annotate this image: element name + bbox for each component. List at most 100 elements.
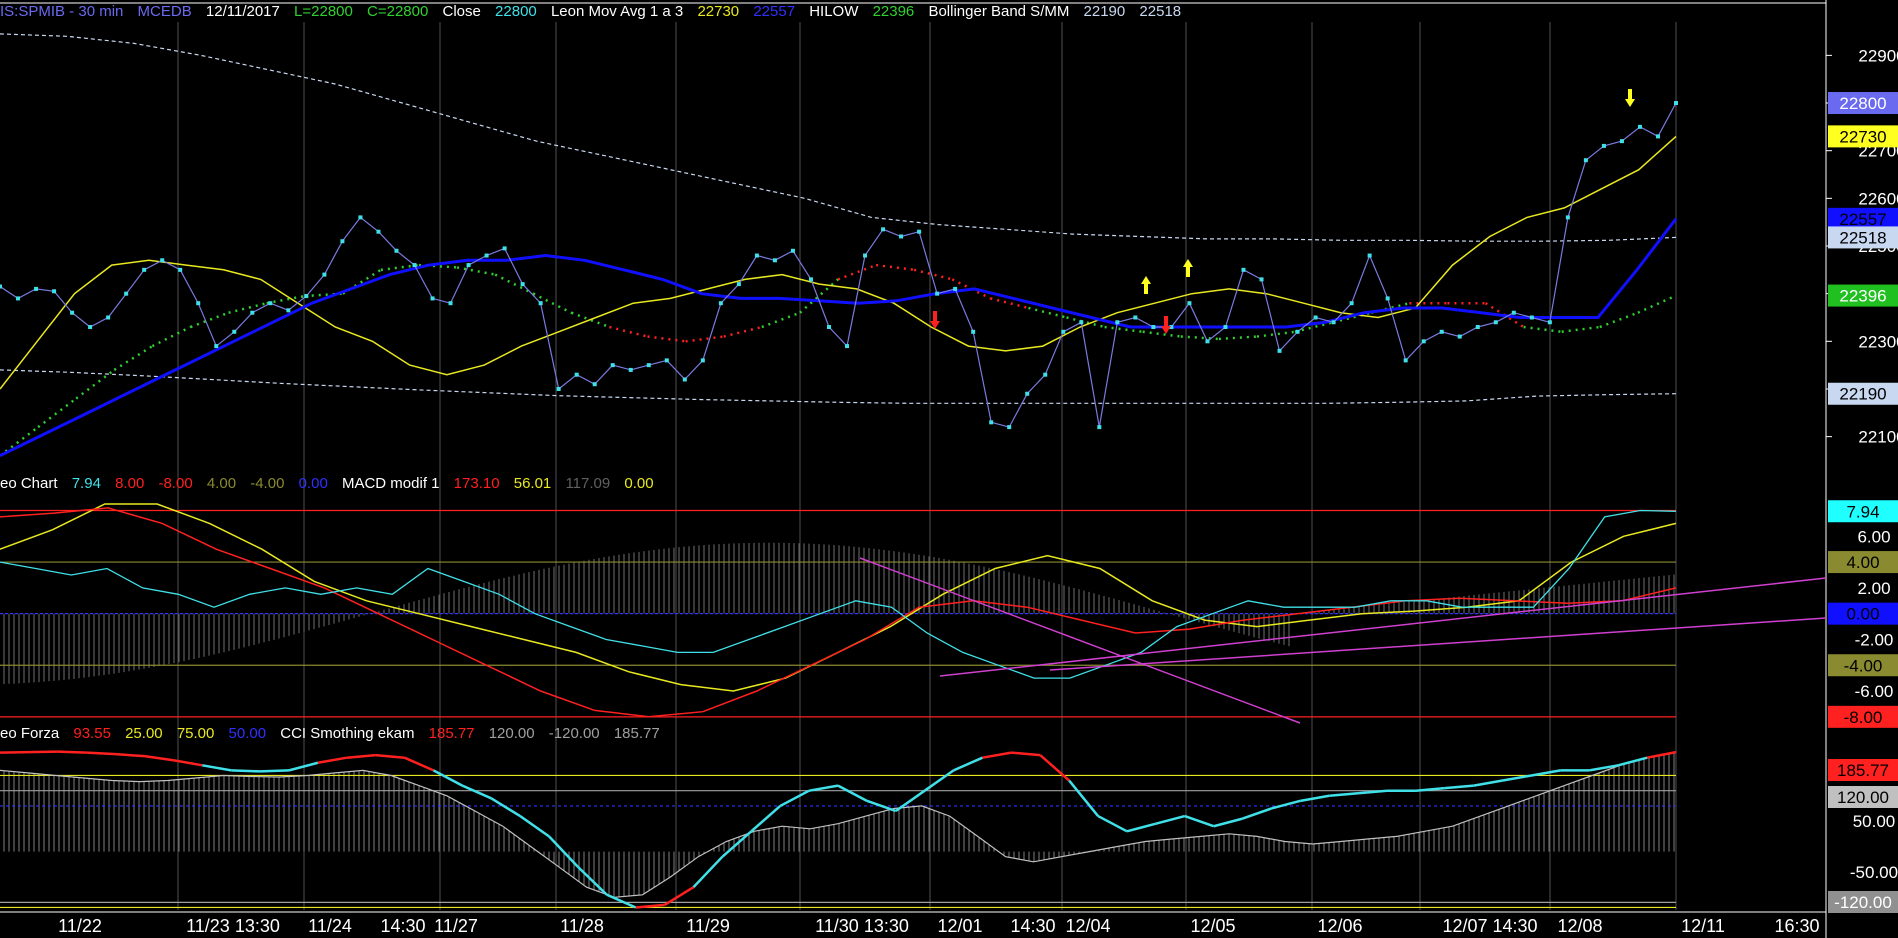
- close-point: [466, 263, 471, 268]
- close-point: [899, 234, 904, 239]
- hilow-dotted-segment: [913, 268, 953, 281]
- close-point: [1601, 143, 1606, 148]
- close-point: [1655, 134, 1660, 139]
- close-point: [917, 229, 922, 234]
- leo-forza-segment: [1097, 814, 1128, 833]
- leo-forza-segment: [1039, 754, 1070, 782]
- leo-forza-segment: [1358, 789, 1388, 795]
- hilow-dotted-segment: [875, 263, 915, 272]
- leon-name: Leon Mov Avg 1 a 3: [550, 3, 684, 20]
- price-badge-label: 22800: [1839, 94, 1886, 113]
- hilow-dotted-segment: [113, 345, 154, 371]
- hilow-dotted-segment: [1599, 311, 1639, 329]
- macd-badge: [1828, 500, 1898, 523]
- close-point: [953, 286, 958, 291]
- close-point: [863, 253, 868, 258]
- leo-forza-segment: [895, 789, 926, 813]
- close-point: [1421, 339, 1426, 344]
- close-word: Close: [442, 3, 481, 20]
- close-point: [1331, 320, 1336, 325]
- x-axis-label: 14:30: [380, 916, 425, 936]
- close-point: [106, 315, 111, 320]
- leo-forza-segment: [57, 750, 87, 754]
- macd-badge: [1828, 705, 1898, 728]
- macd-tick-label: 6.00: [1857, 527, 1890, 546]
- leo-forza-segment: [750, 804, 782, 833]
- leo-forza-segment: [86, 751, 116, 756]
- leo-forza-segment: [808, 784, 839, 792]
- bollinger-upper-line: [0, 33, 1677, 242]
- close-point: [376, 229, 381, 234]
- source-label: MCEDB: [137, 3, 192, 20]
- close-point: [664, 358, 669, 363]
- cci-badge: [1828, 786, 1898, 808]
- close-point: [1349, 301, 1354, 306]
- trendline-down: [859, 557, 1301, 724]
- close-point: [430, 296, 435, 301]
- close-point: [556, 386, 561, 391]
- x-axis-label: 11/24: [308, 916, 352, 936]
- close-point: [1457, 334, 1462, 339]
- bollinger-name: Bollinger Band S/MM: [928, 3, 1070, 20]
- low-label: L=22800: [294, 3, 353, 20]
- leo-forza-segment: [317, 756, 347, 765]
- leon-value-2: 22557: [753, 3, 796, 20]
- leo-forza-segment: [1126, 822, 1157, 833]
- price-panel-header: IS:SPMIB - 30 min MCEDB 12/11/2017 L=228…: [0, 2, 1191, 22]
- hilow-dotted-segment: [456, 266, 496, 276]
- close-point: [196, 301, 201, 306]
- price-tick-label: 22600: [1858, 189, 1898, 208]
- close-value: 22800: [495, 3, 537, 20]
- close-point: [250, 310, 255, 315]
- leo-forza-value-3: 75.00: [176, 725, 215, 742]
- leo-forza-segment: [1155, 814, 1186, 825]
- hilow-dotted-segment: [723, 325, 763, 338]
- leo-forza-segment: [202, 764, 232, 772]
- cci-badge: [1828, 759, 1898, 781]
- leo-forza-segment: [606, 893, 637, 909]
- hilow-dotted-segment: [75, 368, 116, 400]
- x-axis-label: 12/06: [1317, 916, 1362, 936]
- x-axis-label: 12/11: [1681, 916, 1725, 936]
- x-axis-label: 11/27: [434, 916, 478, 936]
- close-point: [1043, 372, 1048, 377]
- leo-forza-segment: [231, 769, 261, 773]
- close-point: [682, 377, 687, 382]
- close-point: [484, 253, 489, 258]
- hilow-dotted-segment: [1637, 294, 1677, 314]
- close-point: [1025, 391, 1030, 396]
- leo-forza-segment: [635, 903, 665, 909]
- leo-forza-segment: [404, 756, 434, 772]
- hilow-dotted-segment: [151, 325, 192, 348]
- macd-value-4: 0.00: [624, 475, 654, 492]
- close-point: [935, 291, 940, 296]
- up-arrow-icon: [1141, 276, 1151, 294]
- close-point: [1511, 310, 1516, 315]
- cci-badge-label: 185.77: [1837, 761, 1889, 780]
- leo-chart-value-5: -4.00: [250, 475, 285, 492]
- close-point: [1259, 277, 1264, 282]
- leo-forza-value-4: 50.00: [228, 725, 267, 742]
- price-tick-label: 22100: [1858, 428, 1898, 447]
- leo-chart-line: [0, 509, 1677, 679]
- close-point: [448, 301, 453, 306]
- cci-smoothing-line: [0, 752, 1677, 898]
- hilow-dotted-segment: [761, 311, 801, 329]
- leo-forza-segment: [519, 815, 550, 838]
- close-point: [1187, 301, 1192, 306]
- bollinger-value-2: 22518: [1139, 3, 1182, 20]
- macd-name: MACD modif 1: [341, 475, 440, 492]
- leo-forza-segment: [837, 784, 868, 802]
- cci-badge-label: -120.00: [1834, 893, 1892, 912]
- leo-forza-segment: [346, 753, 376, 759]
- x-axis-label: 11/23 13:30: [186, 916, 280, 936]
- close-point: [845, 344, 850, 349]
- close-point: [1223, 325, 1228, 330]
- leo-forza-segment: [1502, 774, 1532, 782]
- close-point: [1565, 215, 1570, 220]
- cci-badge-label: 120.00: [1837, 788, 1889, 807]
- hilow-dotted-segment: [1561, 325, 1600, 334]
- price-badge-label: 22557: [1839, 210, 1886, 229]
- leo-forza-segment: [663, 886, 695, 906]
